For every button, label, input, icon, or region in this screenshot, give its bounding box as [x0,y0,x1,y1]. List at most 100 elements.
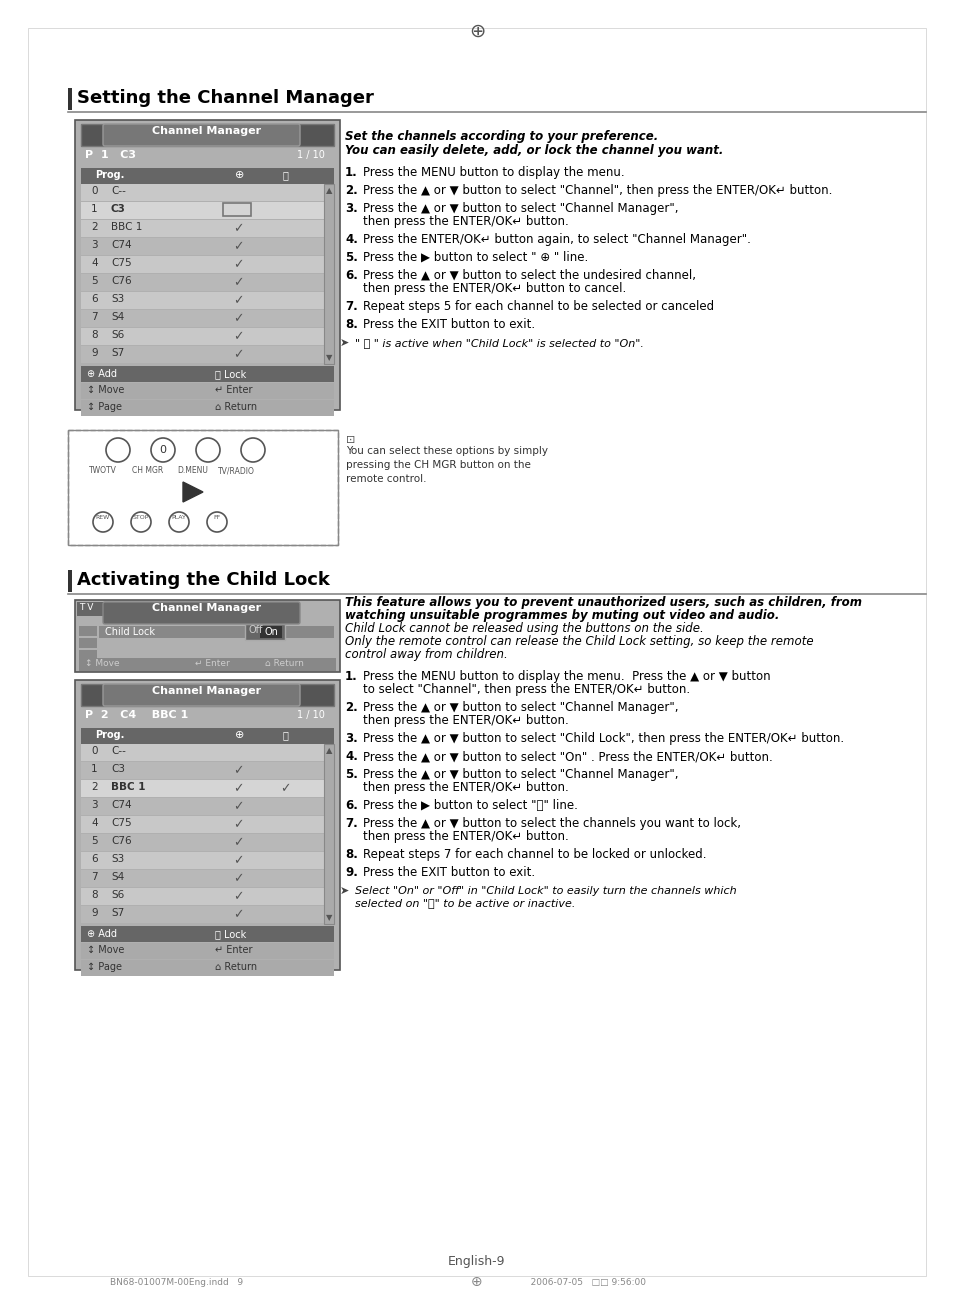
Bar [81,274,324,291]
Text: Press the ▲ or ▼ button to select "Channel", then press the ENTER/OK↵ button.: Press the ▲ or ▼ button to select "Chann… [363,184,832,197]
Text: 6: 6 [91,854,97,865]
Text: Press the MENU button to display the menu.: Press the MENU button to display the men… [363,166,624,179]
Text: 2.: 2. [345,184,357,197]
Text: 9: 9 [91,908,97,918]
Text: Press the ▲ or ▼ button to select "Channel Manager",: Press the ▲ or ▼ button to select "Chann… [363,768,678,781]
Text: ⊕: ⊕ [235,170,244,180]
Text: 6.: 6. [345,269,357,282]
Text: Press the EXIT button to exit.: Press the EXIT button to exit. [363,318,535,331]
Text: ✓: ✓ [233,293,243,306]
Text: ⊕ Add: ⊕ Add [87,369,117,379]
Text: S7: S7 [111,348,124,359]
Bar [79,626,97,636]
FancyBboxPatch shape [103,124,299,146]
Bar [81,346,324,363]
Text: then press the ENTER/OK↵ button to cancel.: then press the ENTER/OK↵ button to cance… [363,282,625,295]
Text: 8.: 8. [345,848,357,861]
Bar [79,649,97,660]
Text: 1: 1 [91,764,97,775]
Text: ⊕ Add: ⊕ Add [87,928,117,939]
Text: C76: C76 [111,276,132,286]
Text: ✓: ✓ [233,891,243,902]
Text: Press the MENU button to display the menu.  Press the ▲ or ▼ button: Press the MENU button to display the men… [363,670,770,683]
Bar [81,870,324,887]
Text: This feature allows you to prevent unauthorized users, such as children, from: This feature allows you to prevent unaut… [345,596,862,609]
Text: C--: C-- [111,186,126,196]
Text: ↕ Move: ↕ Move [87,385,124,395]
Text: Channel Manager: Channel Manager [152,602,261,613]
Text: ↵ Enter: ↵ Enter [194,659,230,668]
Text: ▼: ▼ [325,913,332,922]
Text: C75: C75 [111,818,132,828]
Bar [79,659,335,672]
Text: On: On [264,627,277,636]
Bar [79,638,97,648]
Text: ✓: ✓ [233,312,243,325]
Bar [81,926,334,941]
Bar [81,762,324,778]
Text: TWOTV: TWOTV [89,466,117,475]
Text: selected on "🔒" to be active or inactive.: selected on "🔒" to be active or inactive… [355,898,575,908]
Text: ✓: ✓ [233,799,243,812]
Bar [81,383,334,399]
Text: REW: REW [95,515,110,520]
Text: to select "Channel", then press the ENTER/OK↵ button.: to select "Channel", then press the ENTE… [363,683,689,696]
Text: Prog.: Prog. [95,170,124,180]
Text: ✓: ✓ [233,240,243,253]
Bar [81,256,324,273]
Bar [81,852,324,868]
Text: 1.: 1. [345,670,357,683]
Text: 0: 0 [159,445,167,455]
Bar [81,168,334,184]
Text: S3: S3 [111,293,124,304]
Text: 7.: 7. [345,300,357,313]
Text: ✓: ✓ [233,764,243,777]
Text: ✓: ✓ [233,908,243,921]
Text: ✓: ✓ [279,782,290,795]
Text: P  2   C4    BBC 1: P 2 C4 BBC 1 [85,709,188,720]
Bar [81,366,334,382]
Text: ✓: ✓ [233,836,243,849]
Text: 9: 9 [91,348,97,359]
Text: STOP: STOP [132,515,149,520]
Text: 1: 1 [91,203,97,214]
Text: 8: 8 [91,330,97,340]
Text: S6: S6 [111,330,124,340]
Text: ⊕: ⊕ [468,22,485,40]
Text: 5: 5 [91,836,97,846]
Bar [245,625,285,640]
Text: ↕ Move: ↕ Move [85,659,119,668]
Bar [68,87,71,110]
Bar [75,679,339,970]
Bar [81,943,334,958]
Text: ↕ Move: ↕ Move [87,945,124,955]
Text: S3: S3 [111,854,124,865]
Text: 0: 0 [91,186,97,196]
Bar [81,816,324,833]
Bar [81,202,324,219]
Text: Child Lock cannot be released using the buttons on the side.: Child Lock cannot be released using the … [345,622,703,635]
Bar [223,203,251,216]
Bar [77,602,337,625]
Text: Off: Off [249,625,263,635]
Text: 4: 4 [91,258,97,269]
Bar [81,835,324,852]
Text: FF: FF [213,515,220,520]
Text: Repeat steps 7 for each channel to be locked or unlocked.: Repeat steps 7 for each channel to be lo… [363,848,706,861]
Text: ⌂ Return: ⌂ Return [214,962,257,971]
Text: ↕ Page: ↕ Page [87,402,122,412]
Bar [75,600,339,672]
Text: BBC 1: BBC 1 [111,782,146,792]
Bar [81,292,324,309]
Text: ✓: ✓ [233,276,243,289]
Text: 1 / 10: 1 / 10 [296,150,325,160]
Text: 2: 2 [91,782,97,792]
Text: ✓: ✓ [233,782,243,795]
Text: 8.: 8. [345,318,357,331]
Text: ⌂ Return: ⌂ Return [265,659,304,668]
Text: 4: 4 [91,818,97,828]
Text: Activating the Child Lock: Activating the Child Lock [77,571,330,589]
Polygon shape [183,482,203,502]
Text: ✓: ✓ [233,222,243,235]
Text: then press the ENTER/OK↵ button.: then press the ENTER/OK↵ button. [363,715,568,728]
